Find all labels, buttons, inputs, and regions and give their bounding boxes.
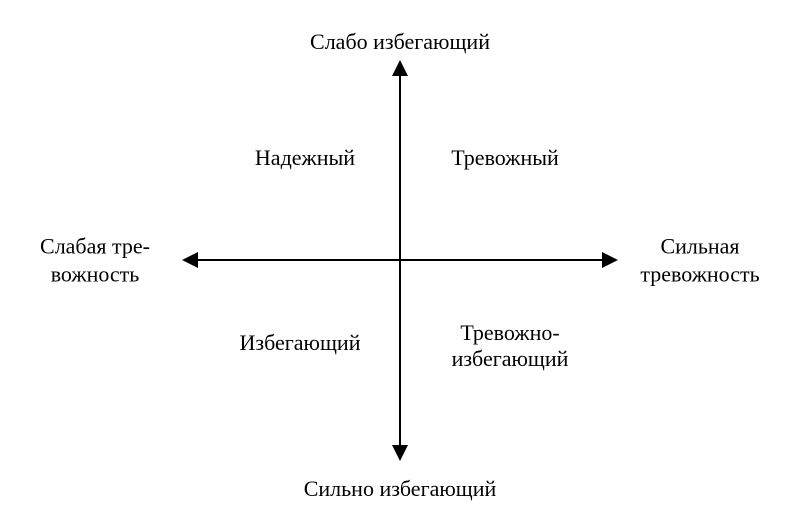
axis-label-right: Сильная тревожность — [615, 233, 785, 288]
quadrant-br-line2: избегающий — [452, 346, 569, 371]
axis-label-left-line1: Слабая тре- — [40, 234, 150, 259]
quadrant-top-left: Надежный — [225, 145, 385, 171]
axis-label-left-line2: вожность — [51, 261, 140, 286]
quadrant-top-right: Тревожный — [415, 145, 595, 171]
axis-label-right-line2: тревожность — [640, 261, 759, 286]
arrow-up-icon — [392, 60, 408, 76]
axis-label-left: Слабая тре- вожность — [15, 233, 175, 288]
horizontal-axis — [195, 259, 605, 261]
axis-label-top: Слабо избегающий — [310, 28, 490, 56]
quadrant-br-line1: Тревожно- — [460, 320, 559, 345]
quadrant-diagram: Слабо избегающий Сильно избегающий Слаба… — [0, 0, 800, 520]
axis-label-right-line1: Сильная — [660, 234, 739, 259]
quadrant-bottom-left: Избегающий — [215, 330, 385, 356]
arrow-down-icon — [392, 445, 408, 461]
axis-label-bottom: Сильно избегающий — [304, 475, 497, 503]
arrow-left-icon — [182, 252, 198, 268]
quadrant-bottom-right: Тревожно- избегающий — [415, 320, 605, 373]
